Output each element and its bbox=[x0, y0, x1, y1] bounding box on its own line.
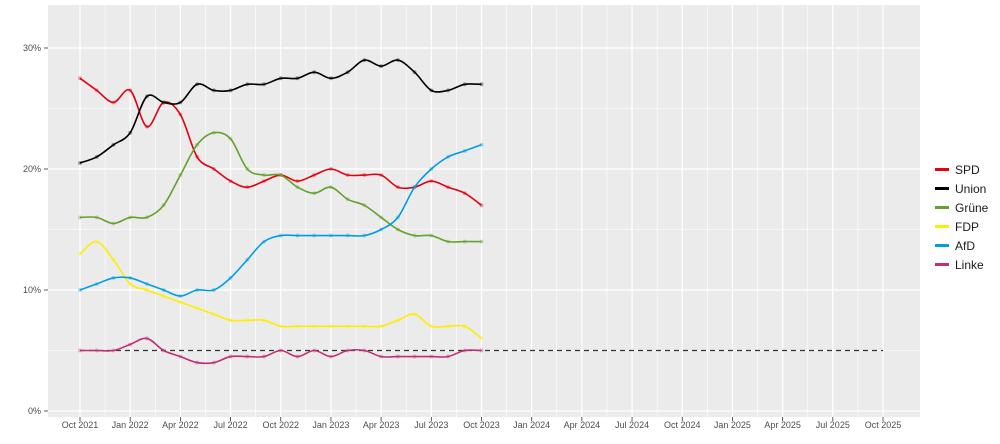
legend: SPD Union Grüne FDP AfD Linke bbox=[935, 160, 1000, 274]
x-tick-label: Jul 2025 bbox=[816, 420, 850, 430]
x-tick-label: Apr 2022 bbox=[162, 420, 199, 430]
legend-item-grüne: Grüne bbox=[935, 198, 1000, 217]
x-tick-label: Jul 2024 bbox=[615, 420, 649, 430]
series-linke bbox=[78, 336, 484, 365]
legend-swatch bbox=[935, 206, 949, 209]
series-afd bbox=[78, 142, 484, 299]
series-line-union bbox=[79, 59, 482, 164]
x-tick-label: Apr 2024 bbox=[564, 420, 601, 430]
legend-swatch bbox=[935, 263, 949, 266]
series-line-fdp bbox=[79, 240, 482, 340]
legend-swatch bbox=[935, 244, 949, 247]
series-grüne bbox=[78, 130, 484, 244]
y-tick-label: 0% bbox=[28, 406, 41, 416]
x-tick-label: Jul 2022 bbox=[214, 420, 248, 430]
series-union bbox=[78, 58, 484, 165]
y-tick-label: 20% bbox=[23, 164, 41, 174]
x-tick-label: Jan 2025 bbox=[714, 420, 751, 430]
series-lines bbox=[78, 58, 484, 365]
series-line-grüne bbox=[79, 131, 482, 243]
x-tick-label: Oct 2022 bbox=[262, 420, 299, 430]
x-tick-label: Jan 2022 bbox=[112, 420, 149, 430]
x-tick-label: Oct 2021 bbox=[62, 420, 99, 430]
x-tick-label: Jul 2023 bbox=[414, 420, 448, 430]
legend-label: Grüne bbox=[955, 200, 989, 215]
legend-item-spd: SPD bbox=[935, 160, 1000, 179]
legend-label: Union bbox=[955, 181, 987, 196]
legend-label: FDP bbox=[955, 219, 979, 234]
series-line-afd bbox=[79, 144, 482, 297]
y-axis: 0% 10% 20% 30% bbox=[23, 43, 48, 416]
gridlines bbox=[48, 5, 920, 417]
x-tick-label: Oct 2024 bbox=[664, 420, 701, 430]
x-tick-label: Apr 2025 bbox=[764, 420, 801, 430]
x-tick-label: Oct 2023 bbox=[463, 420, 500, 430]
y-tick-label: 10% bbox=[23, 285, 41, 295]
plot-background bbox=[48, 5, 920, 417]
legend-label: AfD bbox=[955, 238, 976, 253]
legend-swatch bbox=[935, 187, 949, 190]
legend-item-linke: Linke bbox=[935, 255, 1000, 274]
x-tick-label: Apr 2023 bbox=[363, 420, 400, 430]
legend-label: Linke bbox=[955, 257, 984, 272]
legend-label: SPD bbox=[955, 162, 980, 177]
y-tick-label: 30% bbox=[23, 43, 41, 53]
x-tick-label: Jan 2024 bbox=[513, 420, 550, 430]
legend-swatch bbox=[935, 225, 949, 228]
legend-item-afd: AfD bbox=[935, 236, 1000, 255]
legend-item-union: Union bbox=[935, 179, 1000, 198]
x-tick-label: Jan 2023 bbox=[312, 420, 349, 430]
series-line-linke bbox=[80, 337, 482, 365]
series-fdp bbox=[78, 239, 484, 341]
legend-swatch bbox=[935, 168, 949, 171]
legend-item-fdp: FDP bbox=[935, 217, 1000, 236]
x-tick-label: Oct 2025 bbox=[865, 420, 902, 430]
x-axis: Oct 2021 Jan 2022 Apr 2022 Jul 2022 Oct 2022… bbox=[62, 417, 902, 430]
